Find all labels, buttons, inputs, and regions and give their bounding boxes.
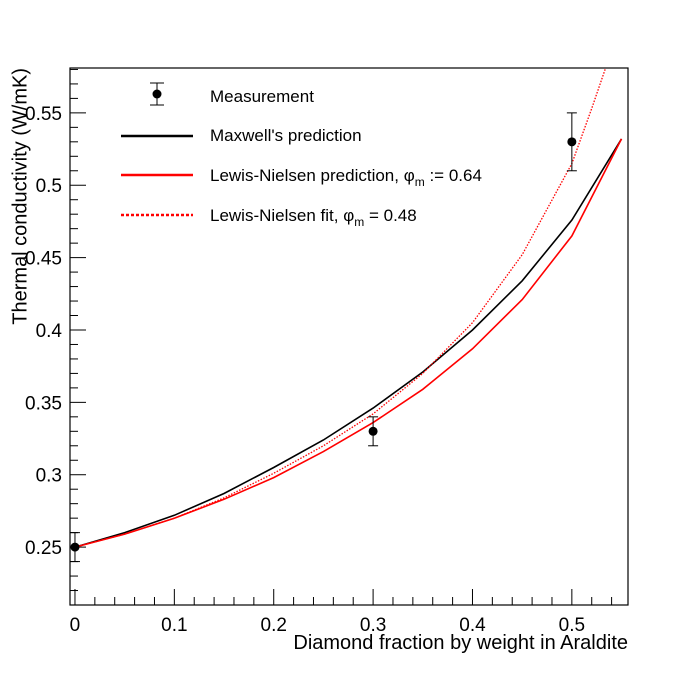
x-tick-label: 0 (70, 615, 81, 636)
lewis-nielsen-prediction-curve (74, 138, 623, 548)
legend-maxwell-label: Maxwell's prediction (210, 126, 362, 145)
y-tick-label: 0.4 (36, 321, 63, 342)
legend-ln-prediction-text: Lewis-Nielsen prediction, (210, 166, 404, 185)
legend-ln-prediction-value: := 0.64 (424, 166, 482, 185)
legend-ln-fit-label: Lewis-Nielsen fit, φm = 0.48 (210, 206, 417, 232)
maxwell-curve (74, 138, 623, 548)
legend-measurement-label: Measurement (210, 87, 314, 106)
x-tick-label: 0.3 (360, 615, 386, 636)
x-tick-label: 0.4 (459, 615, 486, 636)
phi-symbol: φ (403, 166, 415, 185)
plot-frame (69, 67, 629, 606)
x-tick-label: 0.1 (161, 615, 187, 636)
legend-measurement-marker (152, 89, 162, 99)
y-axis-title: Thermal conductivity (W/mK) (10, 68, 32, 325)
phi-subscript: m (354, 215, 365, 229)
y-tick-label: 0.5 (36, 176, 62, 197)
y-tick-label: 0.55 (25, 104, 62, 125)
y-tick-label: 0.45 (25, 249, 62, 270)
measurement-point (368, 426, 378, 436)
phi-symbol: φ (343, 206, 355, 225)
phi-subscript: m (414, 175, 425, 189)
y-tick-label: 0.25 (25, 538, 62, 559)
x-tick-label: 0.2 (261, 615, 287, 636)
y-tick-label: 0.35 (25, 393, 62, 414)
x-axis-title: Diamond fraction by weight in Araldite (293, 632, 628, 654)
legend-ln-fit-value: = 0.48 (364, 206, 417, 225)
measurement-point (567, 137, 577, 147)
x-tick-label: 0.5 (559, 615, 585, 636)
legend-ln-fit-text: Lewis-Nielsen fit, (210, 206, 344, 225)
measurement-point (70, 542, 80, 552)
legend-ln-prediction-label: Lewis-Nielsen prediction, φm := 0.64 (210, 166, 482, 192)
y-tick-label: 0.3 (36, 466, 62, 487)
